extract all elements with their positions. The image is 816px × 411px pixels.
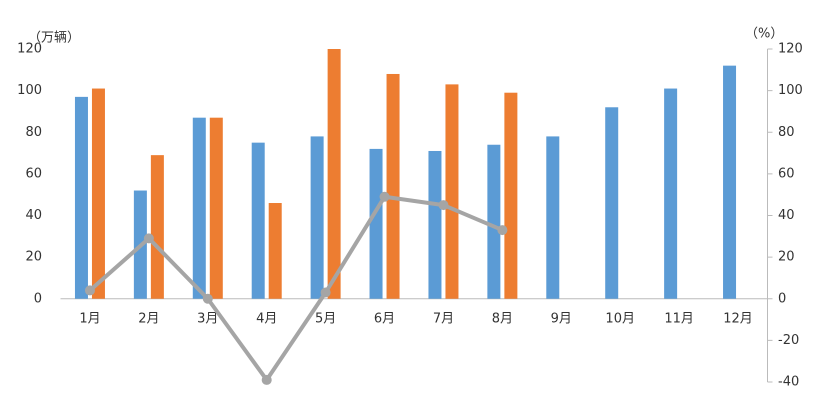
line xyxy=(88,194,504,382)
y-unit-label: （万辆） xyxy=(28,31,80,46)
bar xyxy=(445,84,459,299)
bar xyxy=(91,88,105,299)
y-tick-label: 40 xyxy=(25,208,42,223)
line-point xyxy=(438,200,449,211)
y-tick-label: 60 xyxy=(25,166,42,181)
line-point xyxy=(202,293,213,304)
y2-tick-label: 0 xyxy=(778,291,786,306)
line-point xyxy=(320,287,331,298)
y2-tick-label: 100 xyxy=(778,83,803,98)
bar xyxy=(74,96,88,299)
bar xyxy=(386,73,400,299)
bar xyxy=(251,142,265,299)
bar xyxy=(504,92,518,299)
y2-tick-label: -20 xyxy=(778,333,799,348)
x-tick-label: 5月 xyxy=(315,311,336,326)
bar xyxy=(209,117,223,299)
y2-tick-label: -40 xyxy=(778,375,799,390)
x-tick-label: 2月 xyxy=(138,311,159,326)
x-tick-label: 10月 xyxy=(605,311,635,326)
bar xyxy=(605,107,619,299)
bar xyxy=(310,136,324,299)
bar xyxy=(487,144,501,299)
y2-tick-label: 20 xyxy=(778,250,795,265)
x-tick-label: 11月 xyxy=(664,311,694,326)
line-point xyxy=(379,191,390,202)
y-tick-label: 20 xyxy=(25,250,42,265)
bar xyxy=(369,148,383,299)
x-tick-label: 12月 xyxy=(723,311,753,326)
y2-tick-label: 120 xyxy=(778,42,803,57)
x-tick-label: 9月 xyxy=(551,311,572,326)
x-tick-label: 3月 xyxy=(197,311,218,326)
y2-tick-label: 80 xyxy=(778,125,795,140)
y-tick-label: 100 xyxy=(17,83,42,98)
line-point xyxy=(497,225,508,236)
line-point xyxy=(261,374,272,385)
y-tick-label: 120 xyxy=(17,42,42,57)
y2-tick-label: 40 xyxy=(778,208,795,223)
bar xyxy=(327,49,341,299)
bar xyxy=(268,203,282,299)
x-tick-label: 7月 xyxy=(433,311,454,326)
bar xyxy=(192,117,206,299)
x-tick-label: 8月 xyxy=(492,311,513,326)
y2-unit-label: （%） xyxy=(745,27,783,42)
bar xyxy=(723,65,737,299)
y-tick-label: 80 xyxy=(25,125,42,140)
bar xyxy=(664,88,678,299)
bar xyxy=(428,150,442,299)
line-point xyxy=(143,233,154,244)
line-point xyxy=(84,285,95,296)
bar xyxy=(546,136,560,299)
x-tick-label: 6月 xyxy=(374,311,395,326)
x-tick-label: 1月 xyxy=(79,311,100,326)
y2-tick-label: 60 xyxy=(778,166,795,181)
x-tick-label: 4月 xyxy=(256,311,277,326)
bar xyxy=(150,155,164,299)
y-tick-label: 0 xyxy=(34,291,42,306)
